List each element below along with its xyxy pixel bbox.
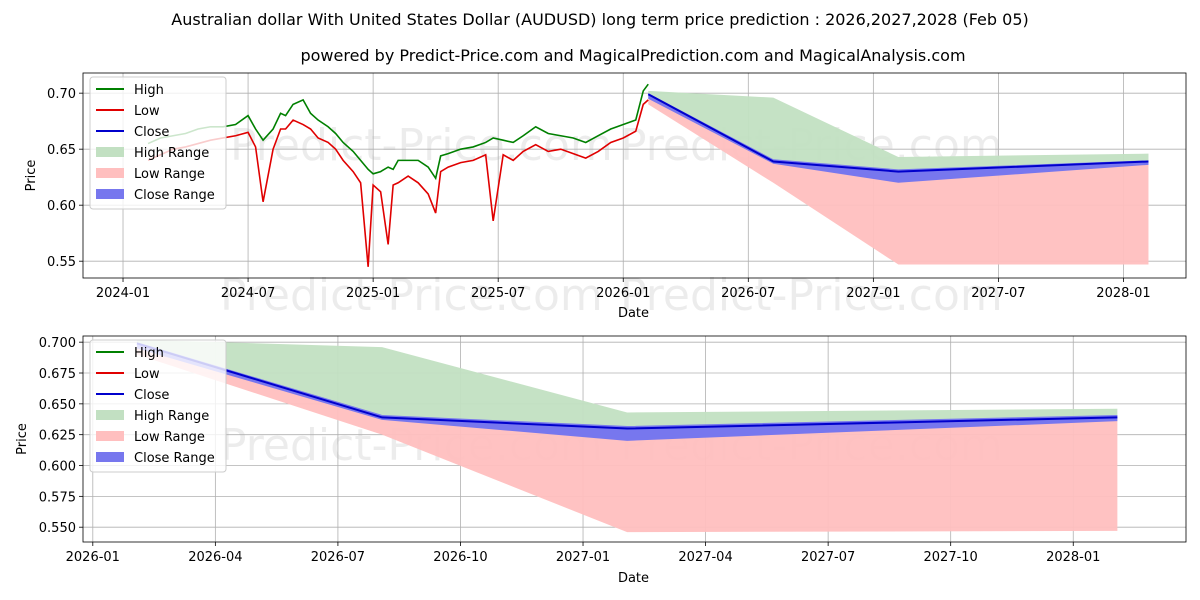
legend-swatch-close-range	[96, 452, 124, 462]
y-tick-label: 0.70	[47, 87, 76, 102]
close-forecast-line	[647, 93, 1149, 173]
low-history-line	[147, 99, 649, 267]
y-tick-label: 0.575	[39, 490, 76, 505]
bottom-chart-panel: Predict-Price.comPredict-Price.com2026-0…	[15, 335, 1187, 586]
y-tick-label: 0.650	[39, 398, 76, 413]
y-tick-label: 0.65	[47, 143, 76, 158]
legend-label: Close	[134, 388, 169, 403]
x-tick-label: 2026-07	[311, 550, 365, 565]
x-axis-label: Date	[618, 306, 649, 321]
x-tick-label: 2027-10	[924, 550, 978, 565]
x-tick-label: 2028-01	[1046, 550, 1100, 565]
legend-swatch-high-range	[96, 147, 124, 157]
high-range-band	[648, 90, 1149, 172]
y-tick-label: 0.625	[39, 429, 76, 444]
plot-frame	[82, 335, 1187, 543]
x-tick-label: 2028-01	[1096, 286, 1150, 301]
y-tick-label: 0.600	[39, 460, 76, 475]
x-tick-label: 2026-10	[433, 550, 487, 565]
high-range-band	[136, 339, 1118, 429]
watermark-text: Predict-Price.com	[620, 270, 1003, 321]
x-axis-label: Date	[618, 571, 649, 586]
chart-title: Australian dollar With United States Dol…	[171, 10, 1028, 29]
x-tick-label: 2025-01	[346, 286, 400, 301]
y-axis-label: Price	[24, 160, 39, 192]
legend-label: High	[134, 83, 164, 98]
legend-label: Low	[134, 104, 160, 119]
x-tick-label: 2027-04	[678, 550, 732, 565]
y-tick-label: 0.700	[39, 336, 76, 351]
x-tick-label: 2024-01	[96, 286, 150, 301]
x-tick-label: 2024-07	[221, 286, 275, 301]
chart-subtitle: powered by Predict-Price.com and Magical…	[300, 46, 965, 65]
legend-label: High Range	[134, 146, 209, 161]
legend-label: Close	[134, 125, 169, 140]
y-tick-label: 0.60	[47, 199, 76, 214]
x-tick-label: 2026-07	[721, 286, 775, 301]
legend-swatch-high-range	[96, 410, 124, 420]
watermark-text: Predict-Price.com	[220, 270, 603, 321]
x-tick-label: 2025-07	[471, 286, 525, 301]
x-tick-label: 2027-07	[801, 550, 855, 565]
legend-label: High	[134, 346, 164, 361]
x-tick-label: 2026-01	[596, 286, 650, 301]
legend-label: Close Range	[134, 451, 215, 466]
legend-label: Low	[134, 367, 160, 382]
close-range-band	[136, 342, 1118, 441]
x-tick-label: 2027-01	[846, 286, 900, 301]
x-tick-label: 2026-04	[188, 550, 242, 565]
y-tick-label: 0.55	[47, 255, 76, 270]
legend-label: Close Range	[134, 188, 215, 203]
legend-swatch-close-range	[96, 189, 124, 199]
x-tick-label: 2026-01	[66, 550, 120, 565]
y-tick-label: 0.675	[39, 367, 76, 382]
x-tick-label: 2027-07	[971, 286, 1025, 301]
legend-swatch-low-range	[96, 168, 124, 178]
x-tick-label: 2027-01	[556, 550, 610, 565]
legend-label: High Range	[134, 409, 209, 424]
plot-frame	[82, 72, 1187, 279]
y-tick-label: 0.550	[39, 521, 76, 536]
legend-label: Low Range	[134, 430, 205, 445]
high-history-line	[147, 83, 649, 181]
legend-swatch-low-range	[96, 431, 124, 441]
y-axis-label: Price	[15, 423, 30, 455]
close-forecast-line	[136, 342, 1118, 430]
legend-label: Low Range	[134, 167, 205, 182]
